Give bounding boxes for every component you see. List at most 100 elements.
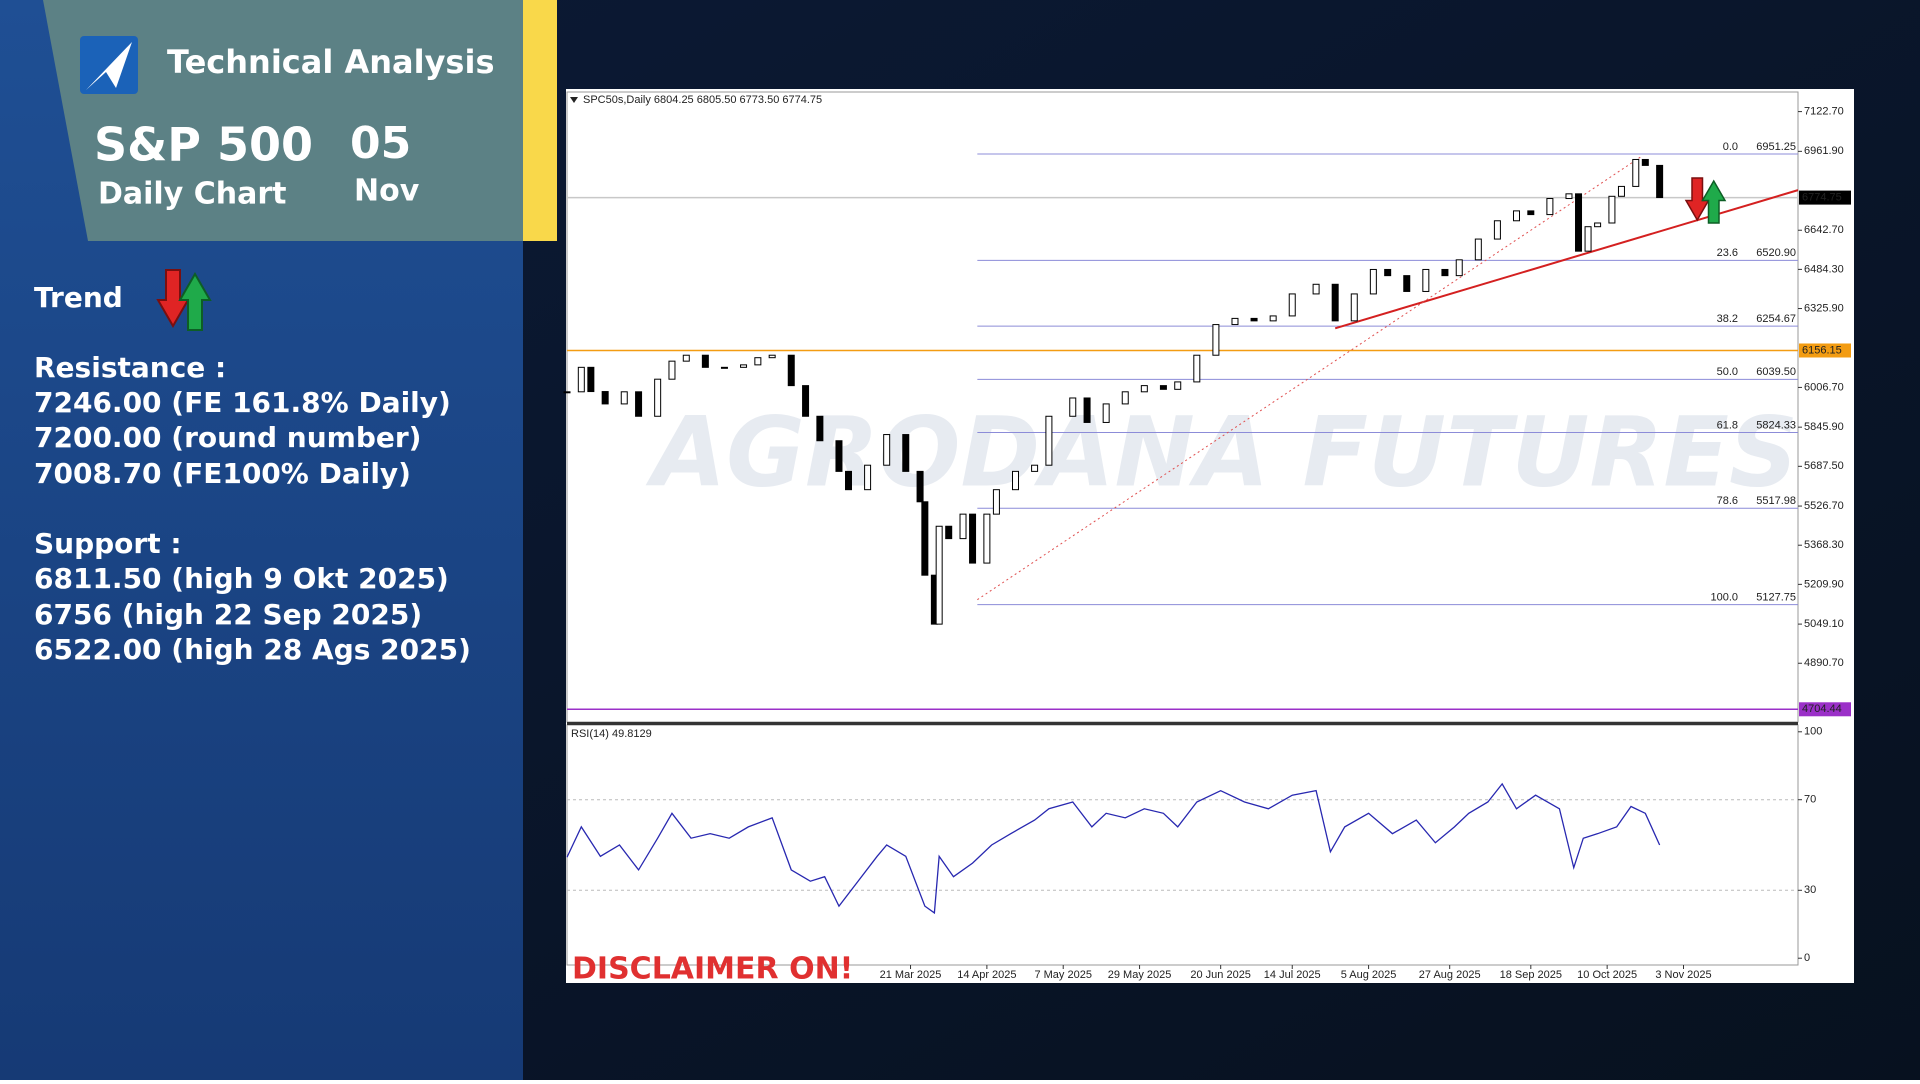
header-box xyxy=(43,0,523,241)
candle xyxy=(1083,397,1091,423)
fib-ratio: 61.8 xyxy=(1717,419,1738,431)
candle xyxy=(816,415,824,442)
candle xyxy=(835,440,843,472)
candle xyxy=(1632,158,1640,187)
candle xyxy=(935,525,943,625)
candle xyxy=(701,354,709,368)
timeframe: Daily Chart xyxy=(98,177,286,212)
header-title: Technical Analysis xyxy=(167,43,494,81)
candle xyxy=(992,489,1000,515)
candle xyxy=(1231,317,1239,326)
candle xyxy=(1369,268,1377,295)
support-item: 6522.00 (high 28 Ags 2025) xyxy=(34,633,471,666)
candle xyxy=(740,364,748,368)
candle xyxy=(1546,198,1554,216)
fib-price: 6520.90 xyxy=(1756,247,1796,259)
candle xyxy=(1121,391,1129,405)
fib-ratio: 0.0 xyxy=(1723,141,1738,153)
chart-layer: 7122.70 6961.90 6642.70 6484.30 6325.90 6006.… xyxy=(563,106,1851,981)
candle xyxy=(864,464,872,491)
candle xyxy=(754,357,762,366)
chart-title: SPC50s,Daily 6804.25 6805.50 6773.50 677… xyxy=(583,94,822,106)
y-tick-label: 6642.70 xyxy=(1804,224,1844,236)
support-item: 6756 (high 22 Sep 2025) xyxy=(34,598,422,631)
candle xyxy=(620,391,628,405)
fib-ratio: 50.0 xyxy=(1717,366,1738,378)
candle xyxy=(1641,158,1649,166)
candle xyxy=(1403,275,1411,292)
trend-label: Trend xyxy=(34,281,123,314)
y-tick-label: 5845.90 xyxy=(1804,421,1844,433)
candle xyxy=(1617,185,1625,197)
y-tick-label: 6325.90 xyxy=(1804,302,1844,314)
fib-ratio: 78.6 xyxy=(1717,495,1738,507)
price-label: 4704.44 xyxy=(1802,703,1842,715)
y-tick-label: 0 xyxy=(1804,952,1810,964)
candle xyxy=(1031,464,1039,472)
candle xyxy=(921,501,929,576)
candle xyxy=(983,513,991,564)
y-tick-label: 6006.70 xyxy=(1804,381,1844,393)
resistance-label: Resistance : xyxy=(34,351,226,384)
fib-price: 5517.98 xyxy=(1756,495,1796,507)
candle xyxy=(1512,210,1520,222)
candle xyxy=(1102,403,1110,423)
x-tick-label: 14 Apr 2025 xyxy=(957,969,1016,981)
x-tick-label: 14 Jul 2025 xyxy=(1264,969,1321,981)
candle xyxy=(1584,226,1592,252)
disclaimer: DISCLAIMER ON! xyxy=(572,952,853,987)
y-tick-label: 30 xyxy=(1804,884,1816,896)
candle xyxy=(945,525,953,540)
candle xyxy=(682,354,690,362)
y-tick-label: 5049.10 xyxy=(1804,618,1844,630)
candle xyxy=(1493,220,1501,240)
fib-price: 6254.67 xyxy=(1756,313,1796,325)
candle xyxy=(802,385,810,417)
candle xyxy=(1312,283,1320,295)
resistance-item: 7008.70 (FE100% Daily) xyxy=(34,457,411,490)
y-tick-label: 6961.90 xyxy=(1804,145,1844,157)
candle xyxy=(654,378,662,417)
rsi-line xyxy=(566,782,1661,915)
accent-strip xyxy=(523,0,557,241)
fib-price: 5127.75 xyxy=(1756,592,1796,604)
x-tick-label: 21 Mar 2025 xyxy=(880,969,942,981)
candle xyxy=(1455,259,1463,277)
chart-window xyxy=(566,89,1854,983)
month: Nov xyxy=(354,174,420,209)
fib-ratio: 38.2 xyxy=(1717,313,1738,325)
resistance-item: 7246.00 (FE 161.8% Daily) xyxy=(34,386,451,419)
x-tick-label: 18 Sep 2025 xyxy=(1500,969,1562,981)
candle xyxy=(787,354,795,387)
candle xyxy=(668,360,676,380)
fib-ratio: 100.0 xyxy=(1710,592,1738,604)
support-label: Support : xyxy=(34,527,182,560)
fib-ratio: 23.6 xyxy=(1717,247,1738,259)
candle xyxy=(1594,222,1602,228)
y-tick-label: 70 xyxy=(1804,794,1816,806)
candle xyxy=(1159,385,1167,390)
price-label-box xyxy=(1799,190,1851,205)
x-tick-label: 7 May 2025 xyxy=(1034,969,1091,981)
fib-price: 5824.33 xyxy=(1756,419,1796,431)
y-tick-label: 4890.70 xyxy=(1804,657,1844,669)
price-label-box xyxy=(1799,343,1851,358)
candle xyxy=(635,391,643,417)
price-label-box xyxy=(1799,702,1851,717)
candle xyxy=(577,366,585,393)
x-tick-label: 27 Aug 2025 xyxy=(1419,969,1481,981)
candle xyxy=(587,366,595,393)
x-tick-label: 5 Aug 2025 xyxy=(1341,969,1397,981)
candle xyxy=(1193,354,1201,383)
candle xyxy=(768,354,776,359)
candle xyxy=(883,434,891,466)
fib-price: 6951.25 xyxy=(1756,141,1796,153)
candle xyxy=(1140,385,1148,393)
candle xyxy=(1174,381,1182,390)
candle xyxy=(1212,324,1220,356)
y-tick-label: 5687.50 xyxy=(1804,460,1844,472)
price-label: 6774.75 xyxy=(1802,192,1842,204)
candle xyxy=(1384,268,1392,277)
